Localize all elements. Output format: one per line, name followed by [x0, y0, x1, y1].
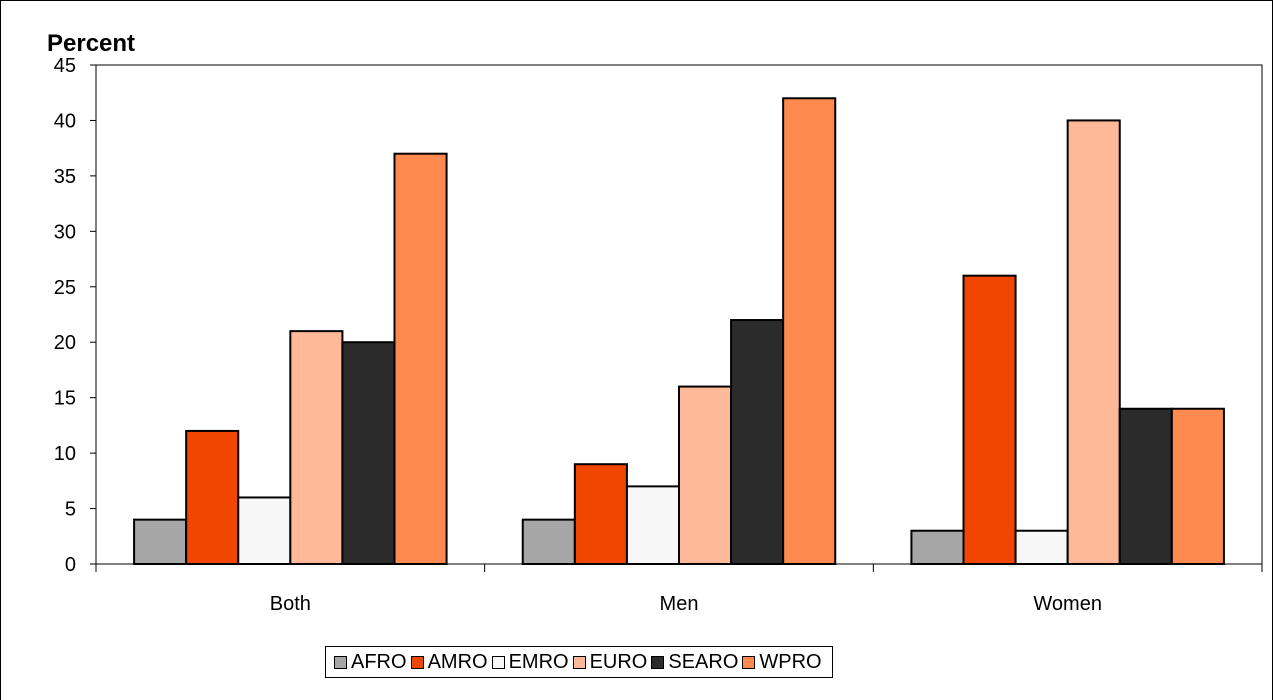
bar-afro-men — [521, 518, 576, 566]
legend-item-emro: EMRO — [491, 650, 569, 674]
bar-euro-both — [289, 330, 344, 565]
bar-amro-both — [185, 429, 240, 565]
y-tick-label: 10 — [54, 443, 76, 465]
y-axis-title: Percent — [47, 30, 136, 57]
legend-label: WPRO — [759, 650, 822, 673]
bar-amro-women — [962, 274, 1017, 565]
bar-wpro-men — [782, 97, 837, 566]
bar-amro-men — [573, 463, 628, 566]
legend-item-wpro: WPRO — [742, 650, 822, 674]
legend: AFRO AMRO EMRO EURO SEARO WPRO — [325, 646, 833, 678]
x-category-label: Women — [1033, 593, 1102, 615]
x-category-label: Men — [660, 593, 699, 615]
legend-swatch — [572, 655, 586, 669]
legend-item-amro: AMRO — [410, 650, 488, 674]
bar-euro-men — [678, 385, 733, 566]
legend-item-euro: EURO — [572, 650, 648, 674]
y-tick-label: 40 — [54, 110, 76, 132]
legend-swatch — [651, 655, 665, 669]
legend-swatch — [742, 655, 756, 669]
y-tick-label: 20 — [54, 332, 76, 354]
legend-swatch — [491, 655, 505, 669]
y-tick-label: 45 — [54, 55, 76, 77]
legend-item-searo: SEARO — [651, 651, 738, 674]
bar-searo-women — [1118, 407, 1173, 565]
legend-swatch — [334, 655, 347, 669]
legend-label: AFRO — [351, 650, 407, 673]
bar-searo-both — [341, 341, 396, 565]
legend-label: EMRO — [508, 650, 569, 673]
y-tick-label: 5 — [65, 499, 76, 521]
y-tick-label: 30 — [54, 221, 76, 243]
legend-label: EURO — [589, 650, 648, 673]
y-tick-label: 15 — [54, 388, 76, 410]
legend-label: AMRO — [427, 650, 488, 673]
bar-euro-women — [1066, 119, 1121, 565]
bar-afro-women — [910, 529, 965, 566]
bar-emro-both — [237, 496, 292, 566]
bar-wpro-women — [1170, 407, 1225, 565]
bar-searo-men — [730, 319, 785, 565]
y-tick-label: 0 — [65, 554, 76, 576]
legend-swatch — [410, 655, 424, 669]
y-tick-label: 35 — [54, 166, 76, 188]
legend-item-afro: AFRO — [334, 651, 407, 674]
x-category-label: Both — [270, 593, 311, 615]
bar-wpro-both — [393, 152, 448, 565]
y-tick-label: 25 — [54, 277, 76, 299]
bar-afro-both — [133, 518, 188, 566]
legend-label: SEARO — [668, 650, 739, 673]
bar-emro-women — [1014, 529, 1069, 566]
bar-emro-men — [625, 485, 680, 565]
